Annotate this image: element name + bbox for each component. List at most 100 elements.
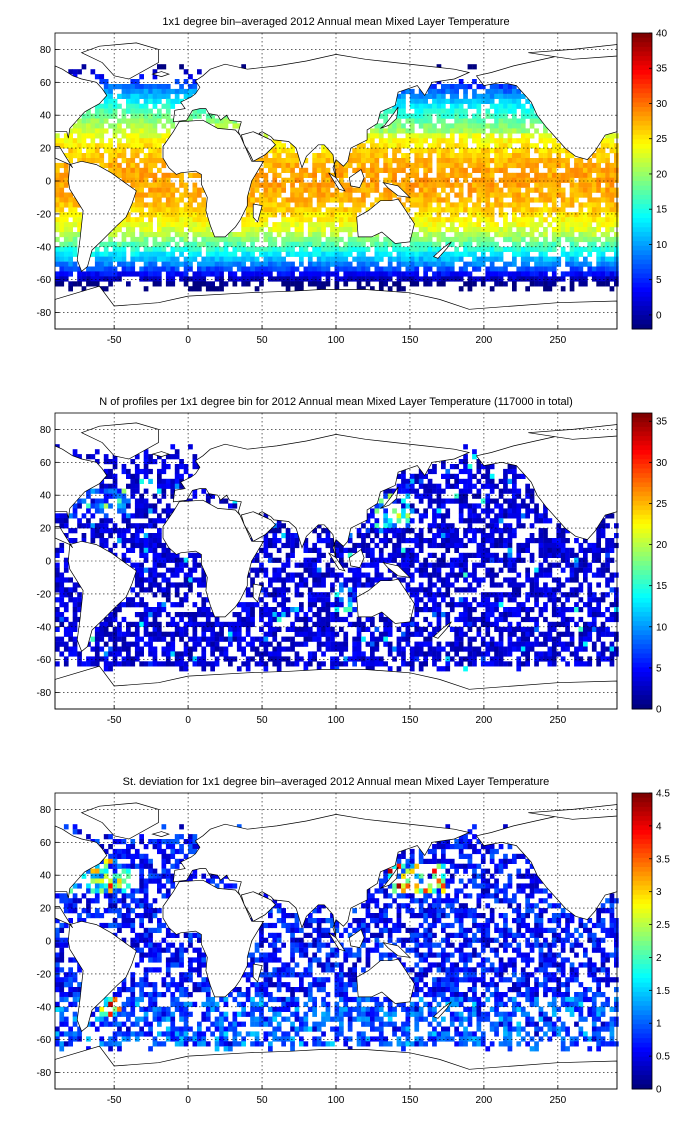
data-cell [241,227,246,233]
data-cell [432,177,437,183]
data-cell [441,177,446,183]
data-cell [498,88,504,95]
colorbar-swatch [632,319,652,325]
data-cell [197,241,202,247]
data-cell [512,276,517,282]
data-cell [543,552,548,558]
data-cell [152,276,158,282]
data-cell [112,276,118,282]
data-cell [170,276,176,282]
data-cell [290,187,295,193]
data-cell [72,281,78,287]
data-cell [268,187,273,193]
data-cell [294,172,300,178]
data-cell [387,128,393,134]
data-cell [423,567,428,573]
data-cell [134,118,140,124]
data-cell [161,542,167,549]
data-cell [307,592,313,598]
data-cell [503,158,508,164]
data-cell [219,266,224,272]
data-cell [139,256,144,262]
data-cell [134,454,140,460]
data-cell [591,552,597,558]
data-cell [126,217,131,223]
data-cell [441,281,446,287]
data-cell [409,528,415,534]
data-cell [374,182,380,188]
data-cell [148,518,153,524]
data-cell [68,246,73,252]
data-cell [489,542,495,549]
data-cell [152,182,158,188]
data-cell [152,236,158,243]
data-cell [538,562,544,568]
data-cell [596,172,601,178]
data-cell [551,612,557,618]
data-cell [529,108,535,114]
data-cell [600,533,606,539]
data-cell [290,276,295,282]
data-cell [152,533,158,539]
data-cell [489,88,495,95]
data-cell [250,246,255,252]
data-cell [436,143,442,149]
data-cell [485,572,491,578]
data-cell [436,182,442,188]
data-cell [143,459,149,465]
data-cell [489,84,495,90]
data-cell [143,607,149,613]
data-cell [565,148,570,154]
data-cell [210,286,215,292]
data-cell [534,281,539,287]
data-cell [441,222,446,228]
data-cell [463,459,468,465]
data-cell [414,607,420,613]
data-cell [272,577,278,583]
data-cell [574,276,579,282]
data-cell [316,236,322,243]
data-cell [560,222,566,228]
data-cell [605,261,610,267]
data-cell [445,98,451,104]
data-cell [538,232,544,238]
data-cell [263,192,269,198]
data-cell [179,64,184,70]
data-cell [374,241,380,247]
data-cell [126,513,131,519]
data-cell [596,582,601,588]
data-cell [512,261,517,267]
data-cell [543,528,548,534]
data-cell [356,256,362,262]
data-cell [219,123,224,129]
data-cell [325,192,331,198]
data-cell [294,562,300,568]
data-cell [507,513,513,519]
data-cell [441,597,446,603]
data-cell [316,261,322,267]
colorbar-swatch [632,241,652,247]
data-cell [272,538,278,544]
data-cell [409,113,415,119]
data-cell [325,597,331,603]
data-cell [152,281,158,287]
data-cell [210,232,215,238]
data-cell [454,533,459,539]
data-cell [418,518,424,524]
data-cell [250,602,255,608]
data-cell [472,266,477,272]
data-cell [152,232,158,238]
data-cell [547,597,553,603]
data-cell [378,138,384,144]
data-cell [583,562,588,568]
data-cell [139,508,144,514]
data-cell [299,207,304,213]
data-cell [463,177,468,183]
data-cell [281,582,286,588]
data-cell [605,607,610,613]
data-cell [81,523,87,529]
data-cell [503,93,508,99]
data-cell [143,158,149,164]
data-cell [463,148,468,154]
data-cell [263,587,269,593]
